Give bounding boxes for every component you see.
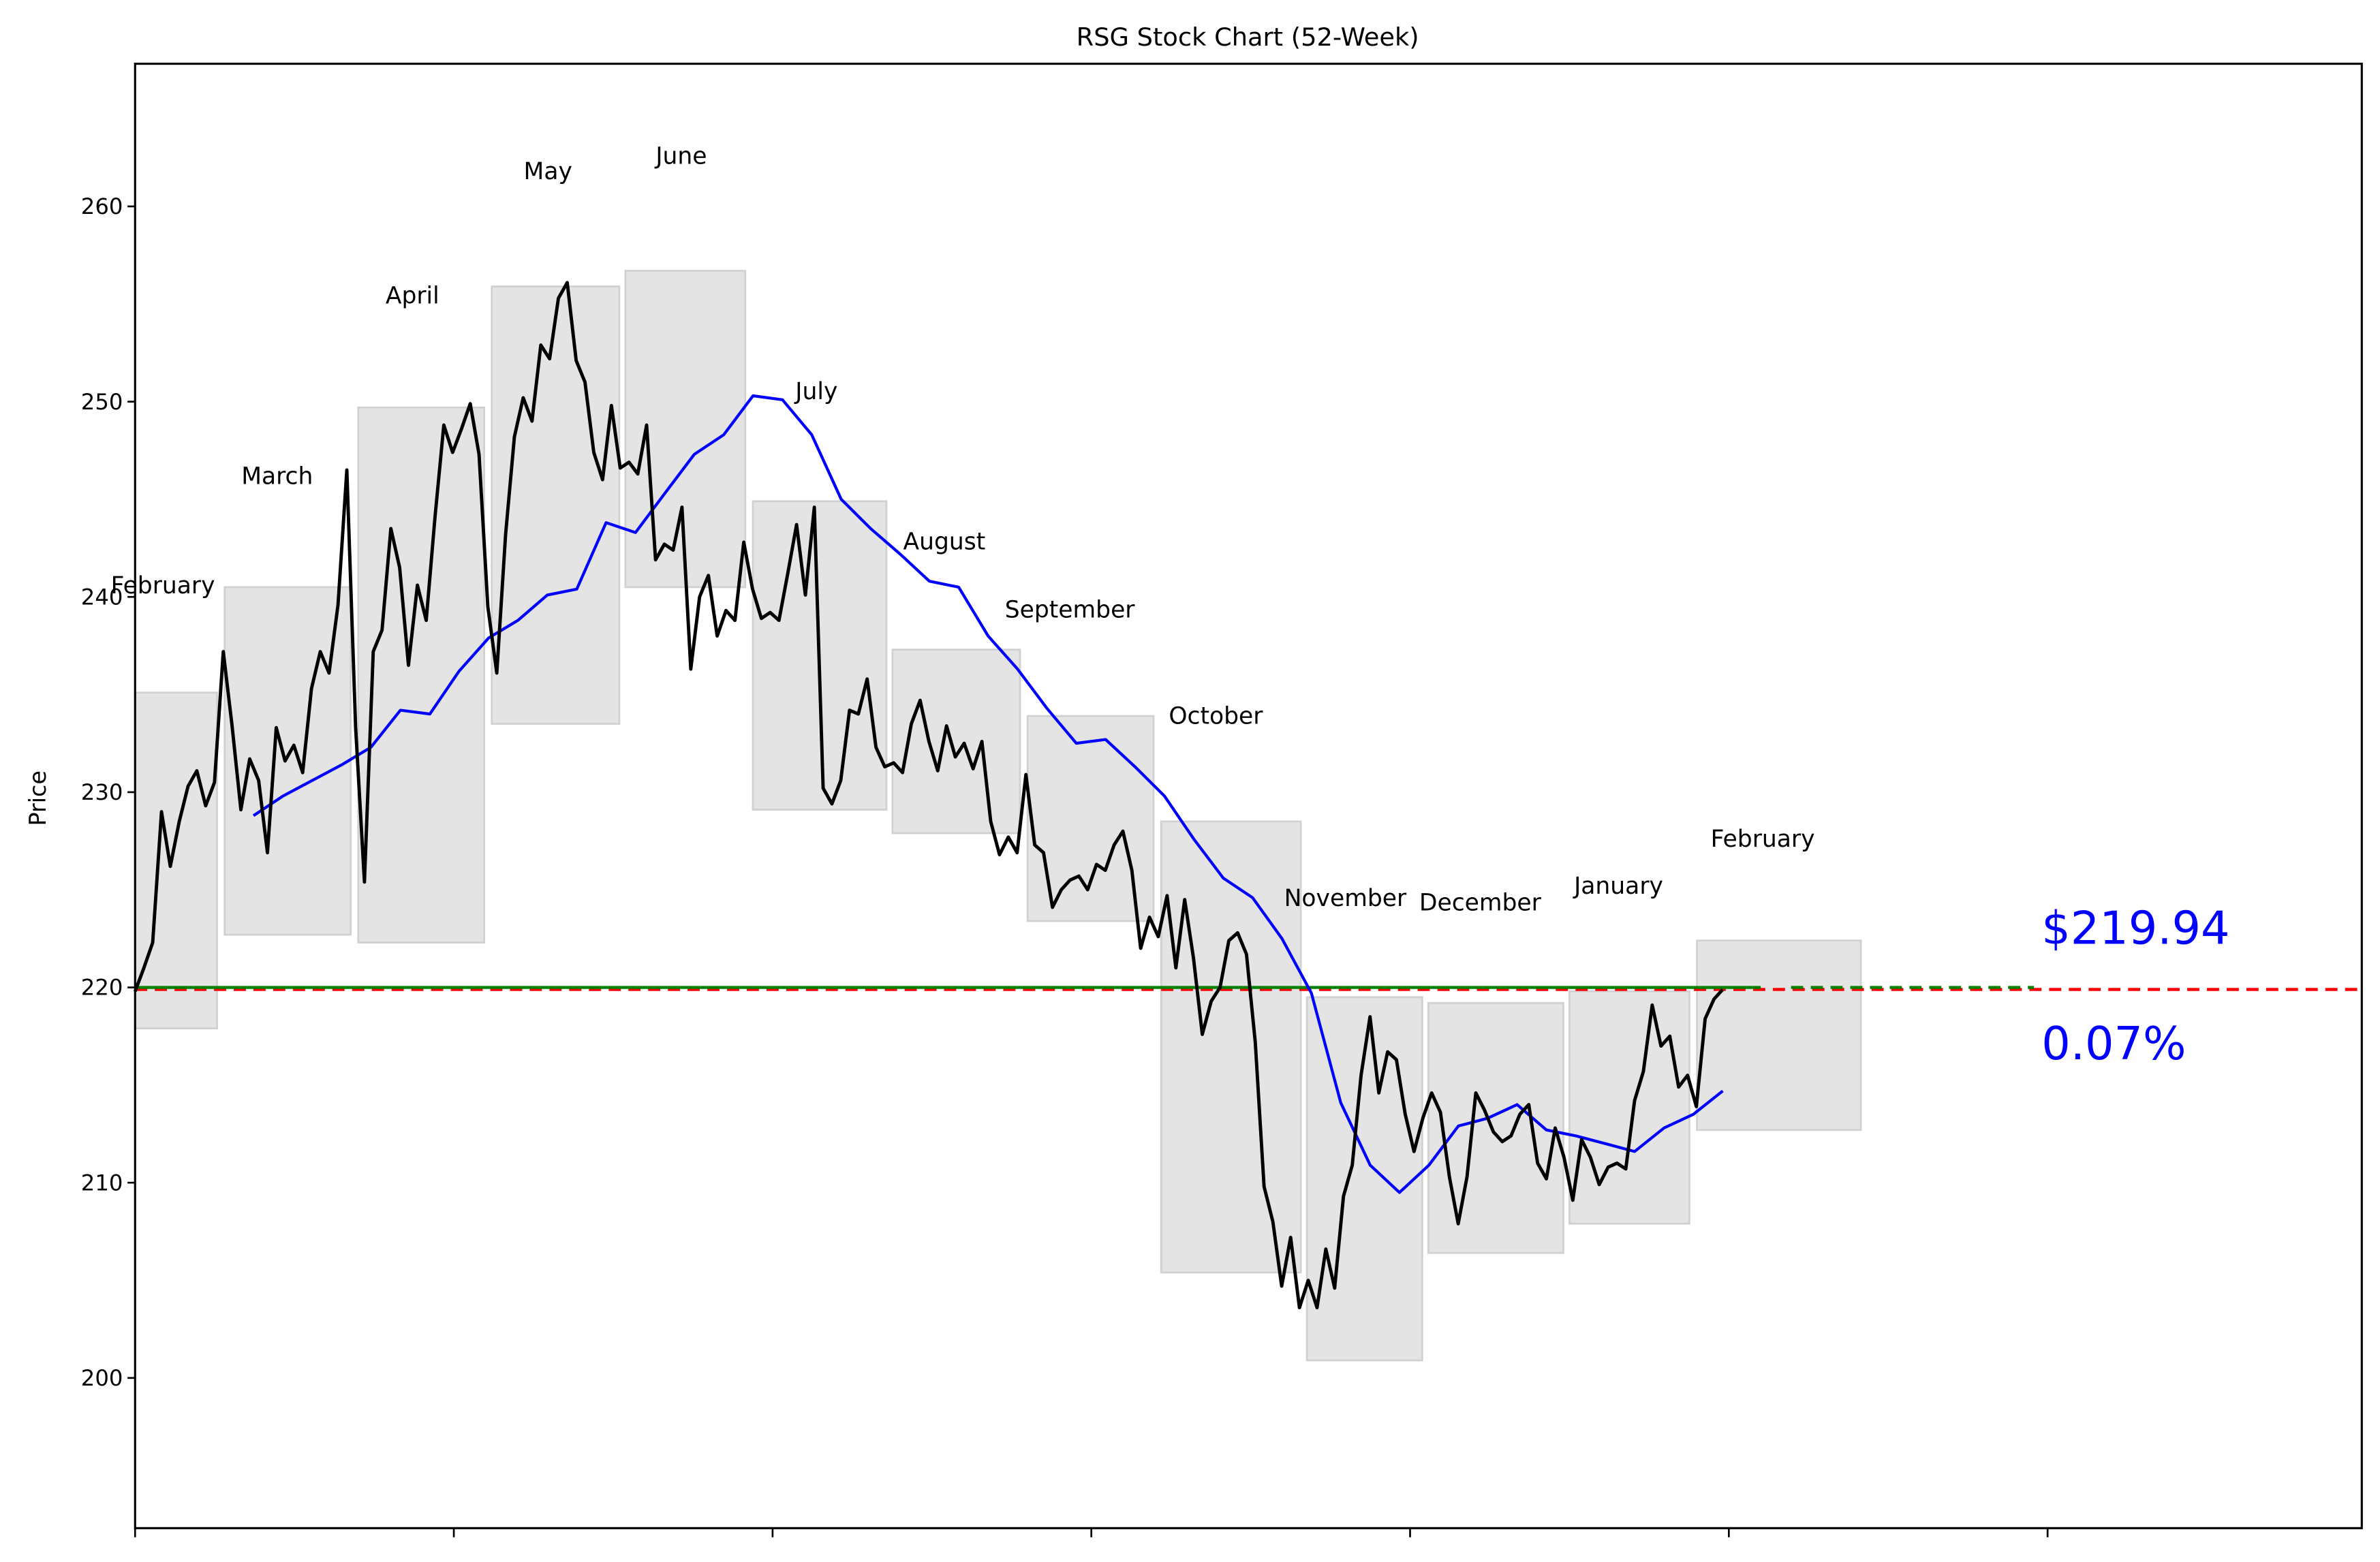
month-range-box	[491, 285, 621, 725]
price-line	[133, 281, 1725, 1310]
month-range-box	[1568, 990, 1690, 1225]
y-tick-label: 210	[81, 1170, 123, 1196]
month-label: February	[111, 572, 215, 599]
y-tick-label: 250	[81, 389, 123, 415]
y-tick-label: 260	[81, 193, 123, 219]
current-price-annotation: $219.94	[2041, 902, 2229, 955]
month-label: January	[1573, 873, 1663, 900]
y-axis-label: Price	[25, 770, 51, 826]
month-range-box	[134, 691, 218, 1030]
month-label: February	[1711, 826, 1815, 853]
month-range-box	[891, 649, 1021, 834]
month-label: November	[1284, 885, 1407, 912]
month-range-box	[357, 406, 485, 943]
month-range-box	[1160, 820, 1302, 1274]
month-range-box	[1696, 939, 1862, 1131]
month-label: March	[241, 463, 313, 490]
y-tick-label: 240	[81, 584, 123, 610]
month-label: May	[524, 158, 572, 185]
y-tick-label: 220	[81, 975, 123, 1001]
month-range-box	[223, 586, 352, 936]
month-range-boxes	[134, 270, 1862, 1362]
month-label: July	[794, 378, 837, 405]
month-label: August	[903, 528, 985, 555]
y-tick-label: 230	[81, 779, 123, 805]
x-axis	[134, 1528, 2049, 1537]
month-label: September	[1005, 597, 1136, 624]
month-labels: February March April May June July August Septe…	[111, 143, 1815, 917]
plot-frame	[134, 63, 2363, 1529]
month-label: April	[386, 283, 439, 310]
month-label: June	[654, 143, 707, 170]
chart-title: RSG Stock Chart (52-Week)	[1077, 22, 1419, 52]
y-tick-label: 200	[81, 1365, 123, 1391]
change-percent-annotation: 0.07%	[2041, 1017, 2186, 1070]
month-range-box	[1427, 1002, 1564, 1254]
month-label: October	[1169, 703, 1263, 730]
month-label: December	[1419, 890, 1542, 917]
y-axis: 200 210 220 230 240 250 260	[81, 193, 136, 1391]
